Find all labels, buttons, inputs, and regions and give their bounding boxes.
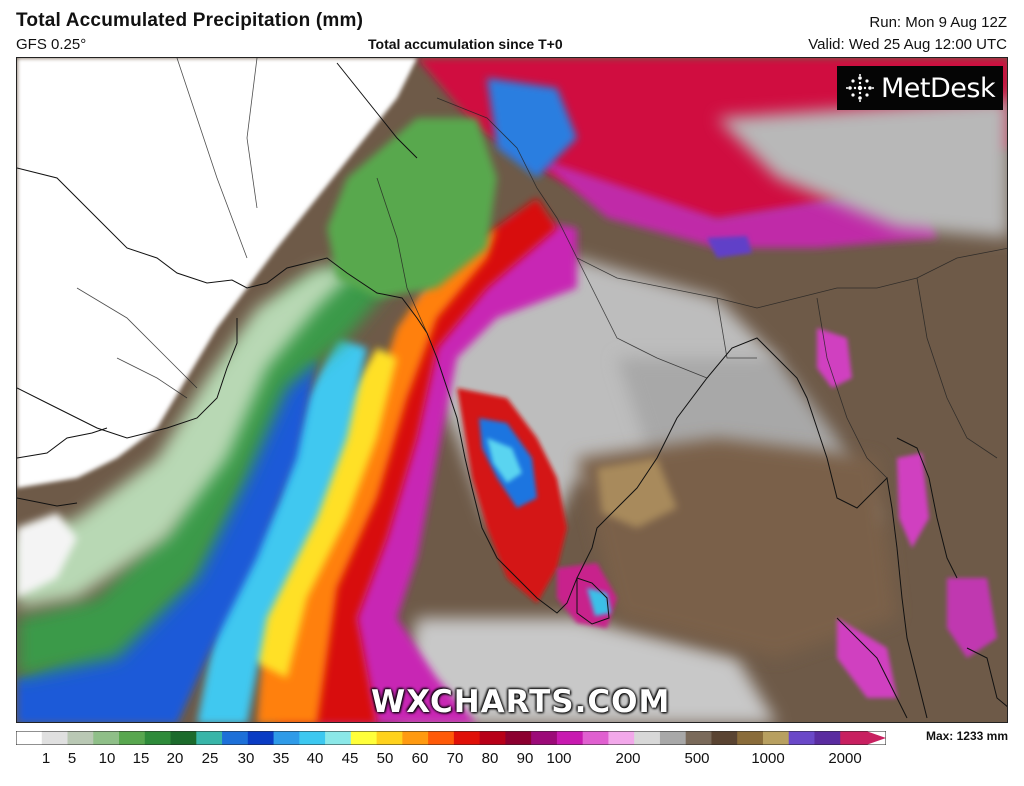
scale-tick-label: 50 [376,750,394,767]
himalaya-blue-patch [487,78,577,178]
scale-swatch [402,731,429,745]
sri-lanka-cyan-core [587,588,611,616]
scale-swatch [582,731,609,745]
scale-swatch [247,731,275,745]
scale-swatch [814,731,841,745]
tan-patch [597,458,677,528]
scale-swatch [144,731,172,745]
scale-swatch [634,731,661,745]
valid-time: Valid: Wed 25 Aug 12:00 UTC [808,36,1007,53]
arabian-red-band [277,198,557,722]
scale-tick-label: 15 [132,750,150,767]
scale-swatch [659,731,687,745]
scale-arrow-tip [866,731,886,745]
scale-swatch [762,731,790,745]
scale-swatch [119,731,146,745]
tibet-grey-field [717,98,1007,238]
map-canvas [17,58,1007,722]
scale-swatch [350,731,378,745]
scale-swatch [170,731,197,745]
metdesk-logo-text: MetDesk [881,72,996,104]
max-value-label: Max: 1233 mm [925,729,1008,743]
himalaya-magenta-band [537,158,937,248]
model-label: GFS 0.25° [16,36,87,53]
northeast-india-purple-patch [707,236,752,258]
scale-tick-label: 25 [201,750,219,767]
scale-tick-label: 10 [98,750,116,767]
scale-tick-labels: 1 5 10 15 20 25 30 35 40 45 50 60 70 80 90 100 200 500 100… [16,750,886,770]
scale-tick-label: 5 [67,750,77,767]
pakistan-green-field [327,118,497,298]
scale-swatch [273,731,300,745]
scale-swatch [67,731,94,745]
scale-tick-label: 1 [41,750,51,767]
scale-swatch [428,731,455,745]
arabian-magenta-band [317,218,577,722]
scale-swatch [479,731,506,745]
southern-ocean-grey-field [397,618,776,722]
scale-swatch [93,731,120,745]
scale-swatch [711,731,738,745]
scale-swatch [531,731,558,745]
western-ghats-cyan-core [487,438,522,483]
arabian-cyan-band [197,338,367,722]
horn-of-africa-dry-area [17,513,77,598]
scale-tick-label: 100 [546,750,572,767]
scale-tick-label: 20 [166,750,184,767]
scale-swatch [222,731,249,745]
scale-tick-label: 90 [516,750,534,767]
scale-tick-label: 40 [306,750,324,767]
arabian-pale-green-field [17,268,357,608]
color-scale-swatches [16,731,886,745]
wxcharts-watermark: WXCHARTS.COM [371,684,671,720]
arabian-orange-band [257,228,497,722]
scale-tick-label: 45 [341,750,359,767]
scale-swatch [505,731,532,745]
color-scale-bar [16,731,886,745]
scale-tick-label: 80 [481,750,499,767]
scale-swatch [16,731,43,745]
accumulation-subtitle: Total accumulation since T+0 [368,36,563,52]
map-title: Total Accumulated Precipitation (mm) [16,10,364,31]
country-borders [76,58,1007,479]
run-time: Run: Mon 9 Aug 12Z [869,14,1007,31]
scale-swatch [737,731,764,745]
arabian-blue-band [17,358,317,722]
metdesk-dot-burst-icon [846,74,874,102]
scale-tick-label: 60 [411,750,429,767]
scale-tick-label: 35 [272,750,290,767]
scale-tick-label: 200 [615,750,641,767]
metdesk-logo: MetDesk [837,66,1003,110]
scale-swatch [788,731,815,745]
scale-swatch [41,731,69,745]
scale-swatch [840,731,867,745]
scale-swatch [453,731,481,745]
scale-swatch [299,731,326,745]
scale-swatch [685,731,712,745]
scale-tick-label: 500 [684,750,710,767]
scale-swatch [376,731,403,745]
scale-tick-label: 30 [237,750,255,767]
scale-tick-label: 1000 [751,750,785,767]
andaman-magenta-patch [897,453,929,548]
scale-swatch [196,731,223,745]
scale-swatch [556,731,584,745]
gulf-of-thailand-magenta-patch [947,578,997,658]
scale-tick-label: 70 [446,750,464,767]
precipitation-map: MetDesk WXCHARTS.COM [16,57,1008,723]
myanmar-magenta-patch [817,328,852,388]
arabian-yellow-band [247,348,397,678]
scale-swatch [325,731,352,745]
scale-swatch [608,731,635,745]
arabia-dry-area [17,58,417,488]
sumatra-magenta-patch [837,618,897,698]
scale-tick-label: 2000 [828,750,862,767]
